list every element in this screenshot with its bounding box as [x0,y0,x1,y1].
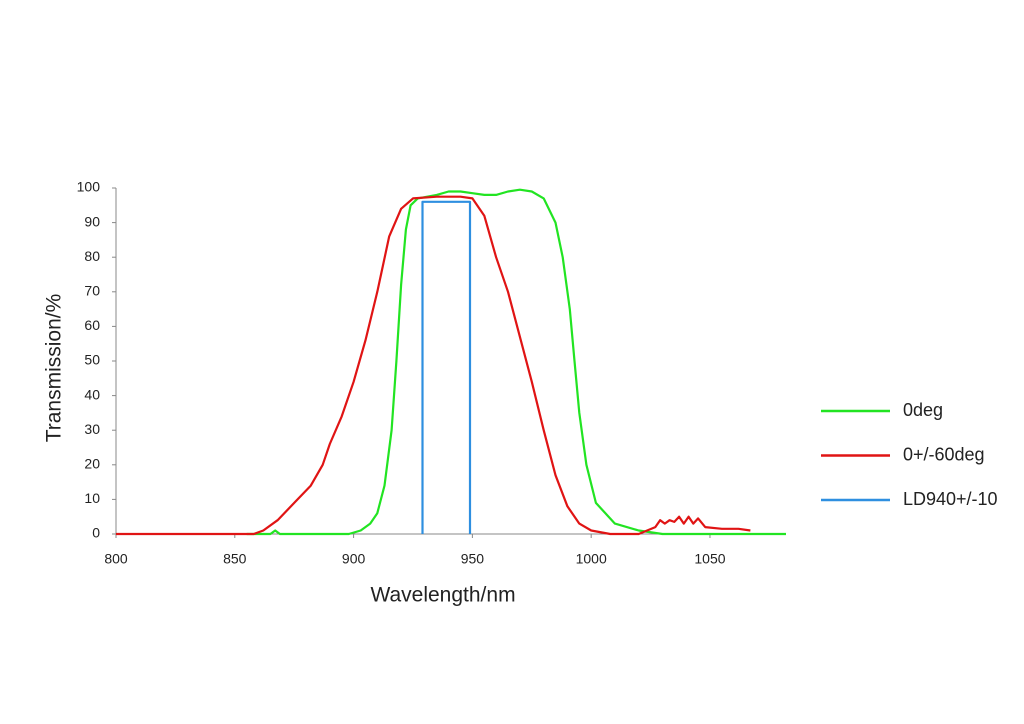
y-tick-label: 40 [84,386,100,402]
y-tick-label: 90 [84,213,100,229]
y-tick-label: 100 [77,179,101,195]
x-tick-label: 850 [223,551,247,567]
y-tick-label: 30 [84,421,100,437]
y-tick-label: 80 [84,248,100,264]
legend-label: LD940+/-10 [903,489,998,509]
x-tick-label: 900 [342,551,366,567]
y-tick-label: 60 [84,317,100,333]
y-tick-label: 70 [84,283,100,299]
legend-label: 0deg [903,400,943,420]
x-tick-label: 1050 [694,551,725,567]
series-line [246,188,786,536]
y-tick-label: 0 [92,525,100,541]
legend-label: 0+/-60deg [903,444,985,464]
y-tick-label: 20 [84,456,100,472]
y-tick-label: 10 [84,490,100,506]
y-axis-label: Transmission/% [43,294,66,443]
series-line [421,200,472,534]
x-tick-label: 800 [104,551,128,567]
x-axis-label: Wavelength/nm [370,584,515,607]
y-tick-label: 50 [84,352,100,368]
x-tick-label: 950 [461,551,485,567]
x-tick-label: 1000 [576,551,607,567]
series-line [116,195,751,536]
